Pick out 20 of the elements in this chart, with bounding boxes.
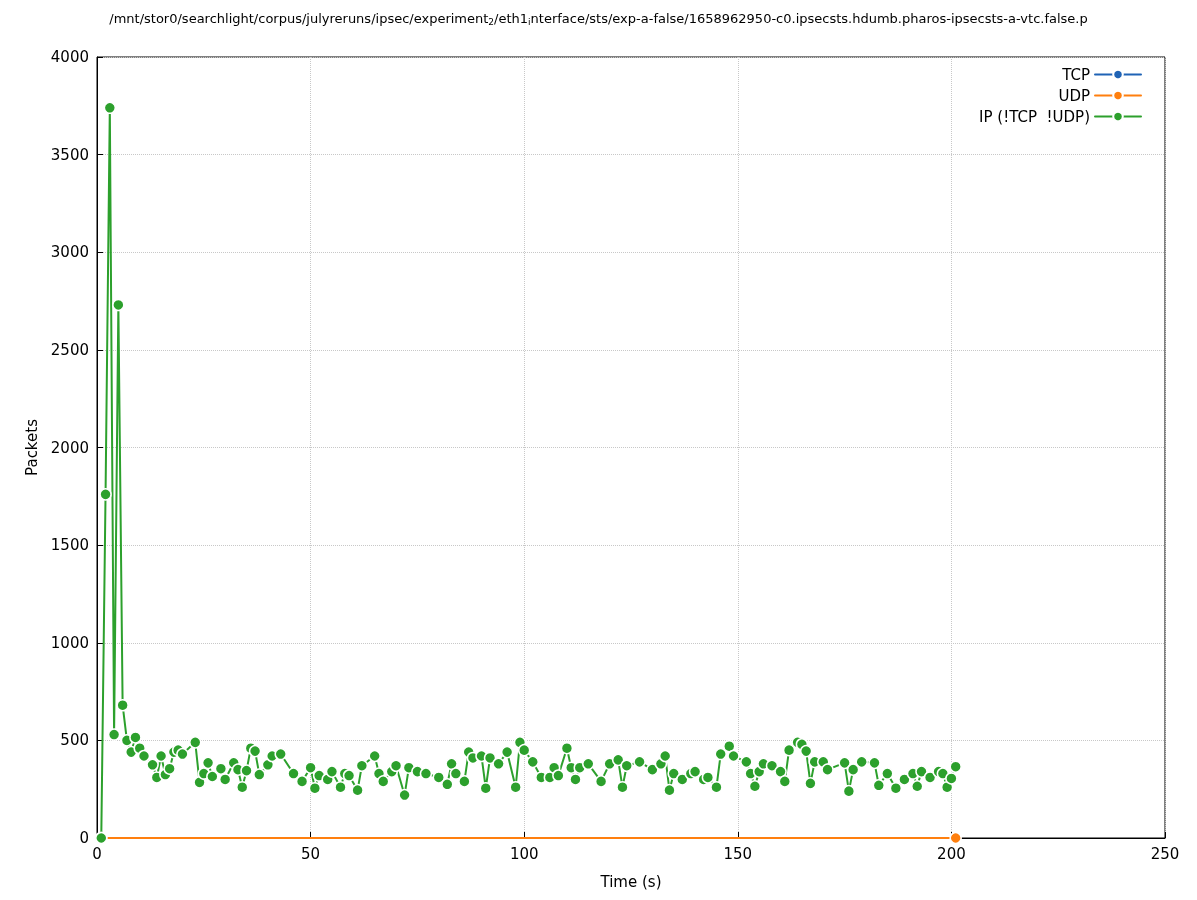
- y-tick-label: 1000: [50, 633, 89, 652]
- y-tick-label: 2000: [50, 438, 89, 457]
- y-tick-label: 500: [60, 731, 89, 750]
- legend-label: TCP: [1061, 65, 1090, 84]
- x-tick-label: 50: [301, 844, 321, 863]
- y-tick-label: 1500: [50, 536, 89, 555]
- y-tick-label: 4000: [50, 48, 89, 66]
- x-tick-label: 150: [723, 844, 753, 863]
- y-tick-label: 0: [79, 829, 89, 847]
- x-axis-title: Time (s): [599, 872, 662, 891]
- legend-label: UDP: [1058, 86, 1090, 105]
- y-axis-title: Packets: [23, 418, 42, 476]
- y-tick-label: 2500: [50, 340, 89, 359]
- legend-label: IP (!TCP !UDP): [979, 107, 1090, 126]
- x-tick-label: 100: [509, 844, 539, 863]
- x-tick-label: 0: [92, 844, 102, 863]
- y-tick-label: 3000: [50, 243, 89, 262]
- x-tick-label: 250: [1150, 844, 1180, 863]
- x-tick-label: 200: [937, 844, 966, 863]
- y-tick-label: 3500: [50, 145, 89, 164]
